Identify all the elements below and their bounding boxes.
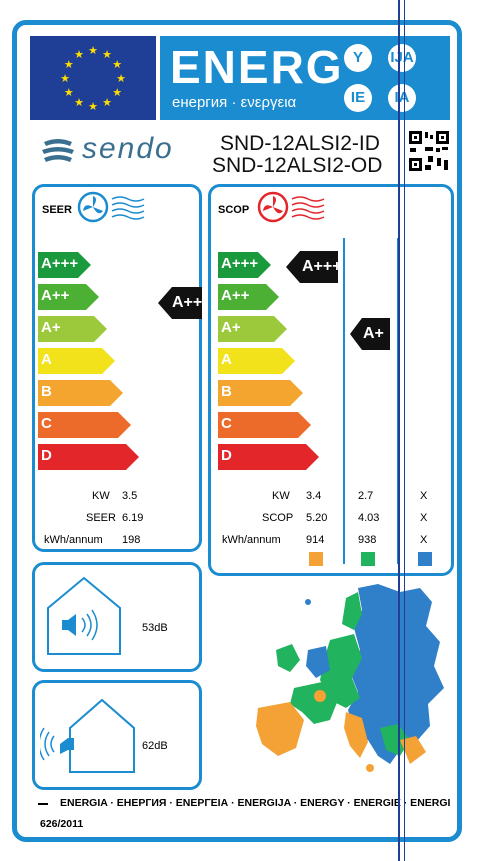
- heating-panel: [208, 184, 454, 576]
- cooling-class-label: C: [41, 415, 52, 432]
- heating-avg-value: 938: [358, 534, 377, 546]
- zone-divider: [343, 238, 345, 564]
- qr-code-icon: [408, 130, 450, 177]
- cooling-rating-arrow: [158, 287, 202, 324]
- outdoor-noise-panel: [32, 680, 202, 790]
- heating-warm-value: 5.20: [306, 512, 328, 524]
- outdoor-speaker-icon: [38, 692, 136, 781]
- cooling-class-label: A+: [41, 319, 61, 336]
- heating-class-bar: A: [218, 348, 296, 379]
- energy-subtitle: енергия · ενεργεια: [172, 94, 297, 111]
- model-indoor: SND-12ALSI2-ID: [220, 132, 380, 155]
- fan-hot-icon: [256, 190, 336, 229]
- eu-star-icon: ★: [116, 73, 126, 85]
- cooling-row-label: kWh/annum: [44, 534, 103, 546]
- heating-row-label: SCOP: [262, 512, 294, 524]
- zone-cold-swatch: [418, 552, 432, 566]
- zone-avg-swatch: [361, 552, 375, 566]
- eu-star-icon: ★: [102, 97, 112, 109]
- heating-cold-value: X: [420, 490, 428, 502]
- heating-class-bar: C: [218, 412, 312, 443]
- cooling-row-label: KW: [92, 490, 110, 502]
- cooling-class-bar: A+++: [38, 252, 92, 283]
- heating-class-label: A: [221, 351, 232, 368]
- heating-class-bar: A++: [218, 284, 280, 315]
- overlay-line: [404, 0, 405, 861]
- heating-warm-value: 3.4: [306, 490, 322, 502]
- heating-class-label: A+++: [221, 255, 259, 272]
- cooling-class-label: A: [41, 351, 52, 368]
- lang-code: IA: [388, 84, 416, 112]
- cooling-panel: [32, 184, 202, 552]
- eu-star-icon: ★: [74, 97, 84, 109]
- heating-class-label: A+: [221, 319, 241, 336]
- brand-logo-icon: [40, 136, 76, 169]
- cooling-row-value: 198: [122, 534, 141, 546]
- cooling-class-bar: B: [38, 380, 124, 411]
- footer-languages: ENERGIA · ЕНЕРГИЯ · ΕΝΕΡΓΕΙΑ · ENERGIJA …: [60, 797, 451, 809]
- indoor-speaker-icon: [44, 574, 124, 663]
- heating-label: SCOP: [218, 204, 250, 216]
- europe-climate-map-icon: [250, 580, 450, 785]
- cooling-row-label: SEER: [86, 512, 116, 524]
- eu-flag-icon: ★ ★ ★ ★ ★ ★ ★ ★ ★ ★ ★ ★: [30, 36, 156, 120]
- eu-star-icon: ★: [74, 49, 84, 61]
- lang-code: IJA: [388, 44, 416, 72]
- lang-code: IE: [344, 84, 372, 112]
- cooling-class-bar: D: [38, 444, 140, 475]
- heating-row-label: kWh/annum: [222, 534, 281, 546]
- cooling-class-label: D: [41, 447, 52, 464]
- eu-star-icon: ★: [88, 45, 98, 57]
- cooling-class-label: B: [41, 383, 52, 400]
- cooling-class-label: A++: [41, 287, 70, 304]
- heating-cold-value: X: [420, 534, 428, 546]
- heating-avg-value: 2.7: [358, 490, 374, 502]
- heating-class-bar: B: [218, 380, 304, 411]
- eu-star-icon: ★: [102, 49, 112, 61]
- heating-warm-value: 914: [306, 534, 325, 546]
- cooling-row-value: 6.19: [122, 512, 144, 524]
- eu-star-icon: ★: [60, 73, 70, 85]
- cooling-label: SEER: [42, 204, 72, 216]
- heating-class-label: A++: [221, 287, 250, 304]
- label-frame: [12, 20, 462, 842]
- eu-star-icon: ★: [88, 101, 98, 113]
- zone-warm-swatch: [309, 552, 323, 566]
- cooling-class-bar: A+: [38, 316, 108, 347]
- heating-class-label: D: [221, 447, 232, 464]
- heating-rating-warm: A+++: [302, 258, 342, 275]
- heating-class-label: B: [221, 383, 232, 400]
- heating-class-bar: A+++: [218, 252, 272, 283]
- indoor-noise-panel: [32, 562, 202, 672]
- footer-regulation: 626/2011: [40, 818, 84, 830]
- eu-star-icon: ★: [64, 59, 74, 71]
- heating-avg-value: 4.03: [358, 512, 380, 524]
- fan-cold-icon: [76, 190, 156, 229]
- cooling-class-bar: A: [38, 348, 116, 379]
- heating-rating-avg-arrow: [350, 318, 390, 355]
- cooling-class-bar: A++: [38, 284, 100, 315]
- footer-dash: [38, 803, 48, 805]
- heating-rating-avg: A+: [363, 325, 384, 342]
- model-outdoor: SND-12ALSI2-OD: [212, 154, 383, 177]
- brand-name: sendo: [82, 132, 174, 165]
- eu-star-icon: ★: [112, 87, 122, 99]
- indoor-noise-value: 53dB: [142, 622, 168, 634]
- outdoor-noise-value: 62dB: [142, 740, 168, 752]
- lang-code: Y: [344, 44, 372, 72]
- overlay-line: [398, 0, 400, 861]
- heating-rating-warm-arrow: [286, 251, 338, 288]
- heating-class-bar: A+: [218, 316, 288, 347]
- energy-title: ENERG: [170, 41, 344, 93]
- cooling-class-label: A+++: [41, 255, 79, 272]
- cooling-rating: A++: [172, 294, 203, 311]
- heating-class-label: C: [221, 415, 232, 432]
- cooling-row-value: 3.5: [122, 490, 138, 502]
- heating-row-label: KW: [272, 490, 290, 502]
- cooling-class-bar: C: [38, 412, 132, 443]
- heating-class-bar: D: [218, 444, 320, 475]
- eu-star-icon: ★: [64, 87, 74, 99]
- heating-cold-value: X: [420, 512, 428, 524]
- eu-star-icon: ★: [112, 59, 122, 71]
